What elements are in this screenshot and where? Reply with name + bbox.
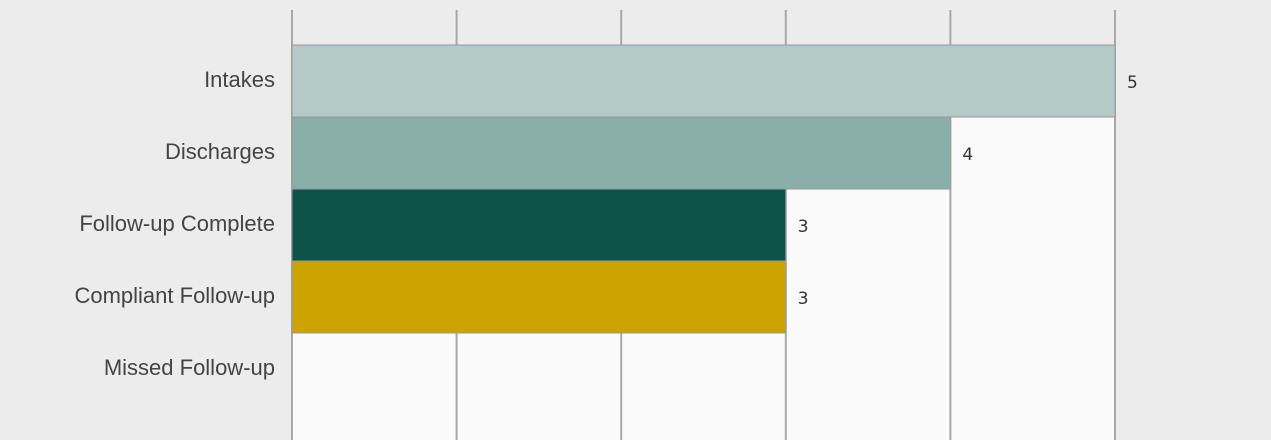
- bar: [291, 260, 787, 334]
- value-label: 4: [962, 145, 973, 165]
- category-label: Follow-up Complete: [79, 211, 275, 236]
- value-label: 5: [1127, 73, 1138, 93]
- category-label: Missed Follow-up: [104, 355, 275, 380]
- category-label: Discharges: [165, 139, 275, 164]
- category-label: Intakes: [204, 67, 275, 92]
- category-label: Compliant Follow-up: [74, 283, 275, 308]
- value-label: 3: [798, 217, 809, 237]
- bar: [291, 188, 787, 262]
- value-label: 3: [798, 289, 809, 309]
- bar: [291, 44, 1116, 118]
- bar: [291, 116, 951, 190]
